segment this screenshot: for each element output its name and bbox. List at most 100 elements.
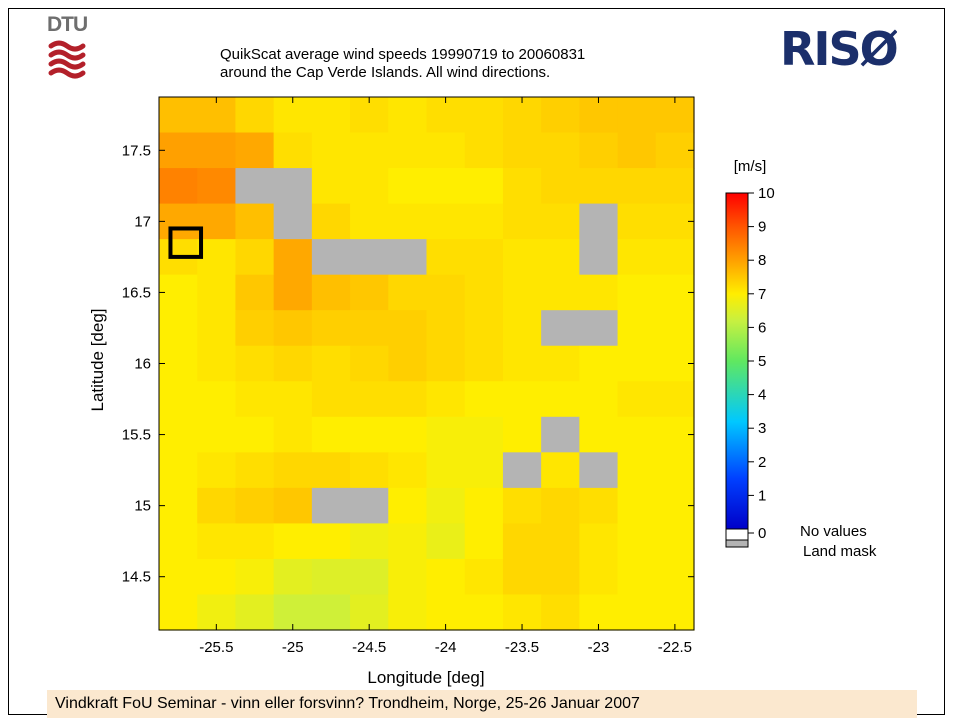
colorbar-tick-label: 10 [758, 185, 775, 202]
heatmap-cell [311, 381, 351, 418]
heatmap-cell [541, 168, 580, 205]
heatmap-cell [541, 97, 580, 134]
heatmap-cell [426, 132, 466, 169]
heatmap-cell [617, 97, 657, 134]
heatmap-cell [235, 487, 275, 524]
heatmap-cell [273, 558, 313, 596]
highlight-box [168, 226, 204, 259]
heatmap-cell [464, 274, 504, 311]
heatmap-cell [579, 416, 619, 453]
heatmap-cell [273, 345, 313, 382]
heatmap-cell [426, 310, 466, 347]
risoe-logo: RISØ [780, 22, 897, 68]
heatmap-cell [273, 523, 313, 560]
heatmap-cell [235, 416, 275, 453]
heatmap-cell [502, 203, 542, 240]
footer-text: Vindkraft FoU Seminar - vinn eller forsv… [55, 695, 640, 712]
heatmap-cell [426, 345, 466, 382]
heatmap-cell [464, 594, 504, 631]
y-tick-label: 14.5 [122, 569, 151, 586]
heatmap-cell [426, 168, 466, 205]
dtu-logo: DTU [47, 13, 88, 83]
heatmap-cell [579, 381, 619, 418]
colorbar-tick-label: 8 [758, 252, 766, 269]
colorbar-label: [m/s] [734, 158, 767, 175]
heatmap-cell [159, 558, 198, 596]
land-mask-cell [311, 239, 351, 276]
y-tick-label: 17.5 [122, 142, 151, 159]
heatmap-cell [617, 239, 657, 276]
heatmap-cell [388, 487, 428, 524]
heatmap-cell [197, 523, 237, 560]
heatmap-cell [655, 523, 695, 560]
heatmap-cell [273, 416, 313, 453]
heatmap-cell [235, 594, 275, 631]
heatmap-cell [388, 594, 428, 631]
heatmap-cell [388, 452, 428, 489]
heatmap-cell [502, 239, 542, 276]
heatmap-cell [159, 523, 198, 560]
heatmap-cell [273, 452, 313, 489]
heatmap-cell [579, 345, 619, 382]
heatmap-cell [655, 97, 695, 134]
heatmap-cell [197, 274, 237, 311]
heatmap-cell [464, 523, 504, 560]
heatmap-cell [159, 168, 198, 205]
heatmap-cell [159, 203, 198, 240]
heatmap-cells [159, 97, 695, 631]
heatmap-cell [197, 558, 237, 596]
y-tick-label: 16 [134, 356, 151, 373]
heatmap-cell [311, 132, 351, 169]
colorbar-tick-label: 3 [758, 420, 766, 437]
heatmap-cell [464, 345, 504, 382]
heatmap-cell [617, 345, 657, 382]
heatmap-cell [311, 310, 351, 347]
heatmap-cell [464, 416, 504, 453]
heatmap-cell [541, 558, 580, 596]
heatmap-cell [388, 310, 428, 347]
heatmap-cell [159, 97, 198, 134]
heatmap-cell [655, 168, 695, 205]
heatmap-cell [502, 523, 542, 560]
heatmap-cell [464, 310, 504, 347]
heatmap-cell [311, 203, 351, 240]
land-mask-cell [350, 239, 389, 276]
heatmap-cell [159, 487, 198, 524]
heatmap-cell [197, 310, 237, 347]
heatmap-cell [426, 523, 466, 560]
land-mask-cell [235, 168, 275, 205]
heatmap-cell [388, 132, 428, 169]
heatmap-cell [579, 487, 619, 524]
colorbar-scale [725, 192, 749, 530]
land-mask-cell [273, 168, 313, 205]
heatmap-cell [235, 310, 275, 347]
heatmap-cell [617, 452, 657, 489]
heatmap-cell [464, 381, 504, 418]
heatmap-cell [311, 558, 351, 596]
heatmap-cell [388, 97, 428, 134]
colorbar-tick-label: 5 [758, 353, 766, 370]
heatmap-cell [617, 523, 657, 560]
y-axis-label: Latitude [deg] [88, 308, 107, 411]
heatmap-cell [235, 452, 275, 489]
heatmap-cell [617, 132, 657, 169]
heatmap-cell [388, 168, 428, 205]
chart-subtitle: around the Cap Verde Islands. All wind d… [220, 64, 551, 81]
heatmap-cell [350, 168, 389, 205]
heatmap-cell [273, 310, 313, 347]
heatmap-cell [541, 132, 580, 169]
heatmap-cell [350, 310, 389, 347]
x-tick-label: -23.5 [505, 639, 539, 656]
heatmap-cell [235, 132, 275, 169]
heatmap-cell [197, 416, 237, 453]
heatmap-cell [273, 274, 313, 311]
heatmap-cell [426, 558, 466, 596]
heatmap-cell [350, 381, 389, 418]
heatmap-cell [311, 168, 351, 205]
land-mask-cell [579, 203, 619, 240]
x-tick-label: -24 [435, 639, 457, 656]
heatmap-cell [426, 452, 466, 489]
x-axis-label: Longitude [deg] [367, 668, 484, 687]
heatmap-cell [311, 452, 351, 489]
heatmap-cell [388, 345, 428, 382]
